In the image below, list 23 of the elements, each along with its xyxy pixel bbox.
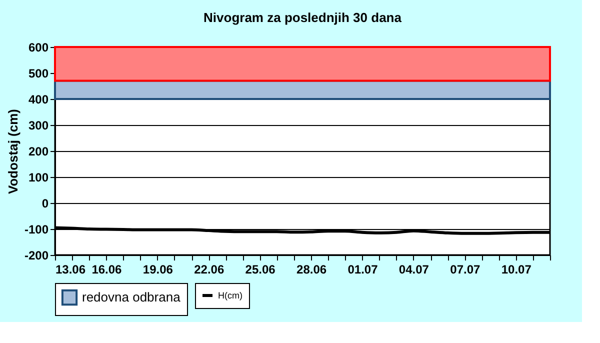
- y-tick-label: 100: [28, 170, 49, 184]
- x-tick-label: 10.07: [501, 262, 532, 276]
- x-tick-label: 04.07: [398, 262, 430, 276]
- y-tick-label: 400: [28, 92, 49, 106]
- y-tick-label: 600: [28, 40, 49, 54]
- x-tick-label: 07.07: [450, 262, 480, 276]
- x-tick-label: 25.06: [245, 262, 276, 276]
- x-tick-label: 01.07: [348, 262, 378, 276]
- y-tick-label: -100: [24, 222, 49, 236]
- y-tick-label: -200: [24, 248, 49, 262]
- y-tick-label: 0: [42, 196, 49, 210]
- x-tick-label: 22.06: [194, 262, 224, 276]
- legend-label: H(cm): [218, 290, 242, 300]
- y-tick-label: 200: [28, 144, 49, 158]
- y-tick-label: 500: [28, 66, 49, 80]
- chart-title: Nivogram za poslednjih 30 dana: [204, 10, 402, 25]
- y-tick-label: 300: [28, 118, 49, 132]
- y-axis-title: Vodostaj (cm): [5, 109, 20, 194]
- x-tick-label: 16.06: [92, 262, 122, 276]
- legend-label: redovna odbrana: [82, 290, 182, 304]
- x-tick-label: 13.06: [56, 262, 86, 276]
- x-tick-label: 28.06: [296, 262, 327, 276]
- x-tick-label: 19.06: [142, 262, 174, 276]
